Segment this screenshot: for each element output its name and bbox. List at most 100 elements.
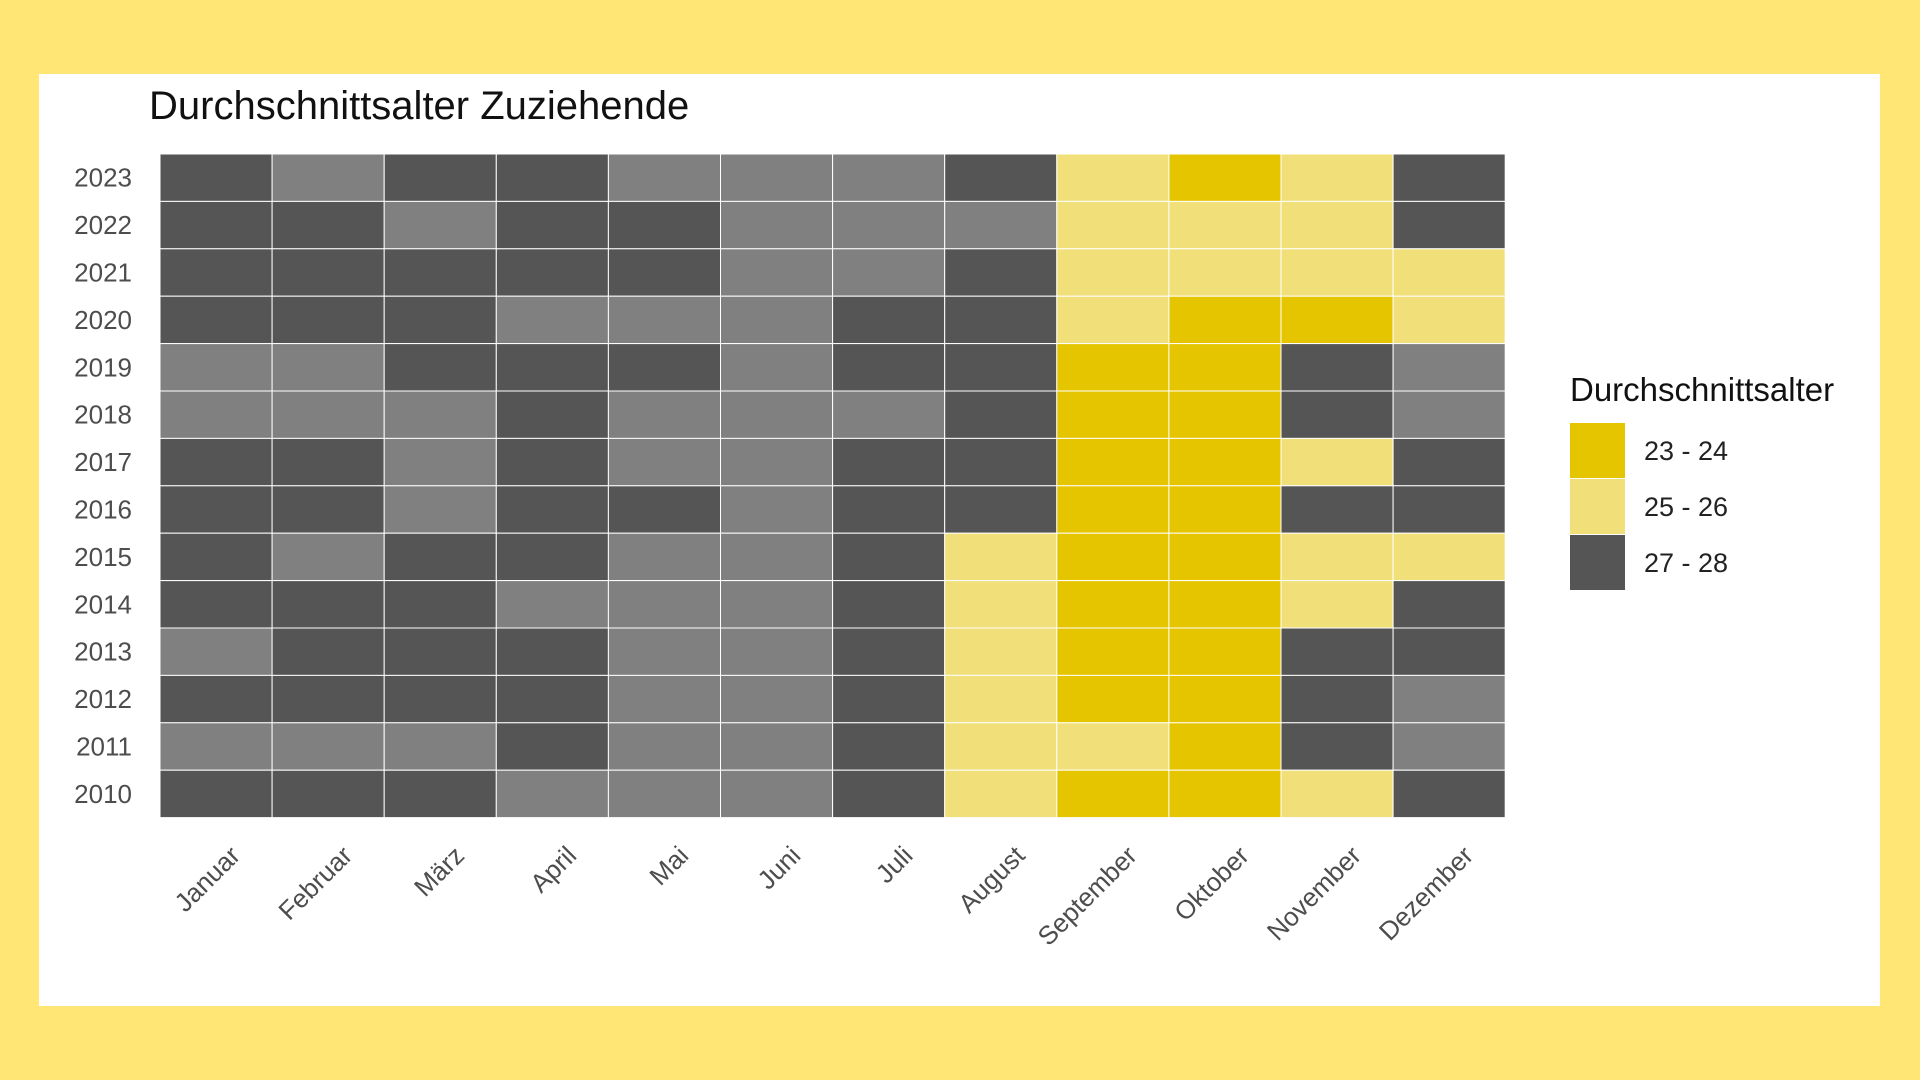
heatmap-cell [1168, 532, 1282, 582]
heatmap-cell [1168, 674, 1282, 724]
heatmap-cell [1056, 437, 1170, 487]
heatmap-cell [944, 153, 1058, 202]
y-tick-label: 2020 [74, 305, 132, 335]
x-tick-label: Februar [272, 840, 358, 926]
heatmap-cell [1168, 295, 1282, 345]
heatmap-cell [720, 532, 834, 582]
heatmap-cell [159, 532, 273, 582]
heatmap-cell [832, 343, 946, 392]
chart-panel: Durchschnittsalter Zuziehende 2023 2022 20… [39, 74, 1880, 1006]
y-tick-label: 2021 [74, 258, 132, 288]
heatmap-cell [383, 343, 497, 392]
heatmap-cell [495, 674, 609, 724]
legend-item: 23 - 24 [1570, 423, 1834, 479]
y-tick-label: 2019 [74, 352, 132, 382]
heatmap-cell [832, 722, 946, 771]
y-tick-label: 2011 [76, 732, 132, 762]
heatmap-cell [271, 769, 385, 819]
heatmap-cell [832, 153, 946, 202]
heatmap-cell [159, 390, 273, 439]
legend-label: 23 - 24 [1644, 435, 1729, 466]
heatmap-cell [1056, 485, 1170, 534]
heatmap-cell [1280, 295, 1394, 345]
heatmap-cell [832, 532, 946, 582]
heatmap-cell [1168, 485, 1282, 534]
heatmap-cell [1168, 343, 1282, 392]
x-tick-label: August [952, 840, 1031, 919]
heatmap-cell [495, 769, 609, 819]
heatmap-cell [1280, 200, 1394, 250]
heatmap-cell [720, 390, 834, 439]
heatmap-cell [271, 580, 385, 629]
heatmap-cell [383, 674, 497, 724]
heatmap-cell [1056, 200, 1170, 250]
heatmap-cell [1168, 200, 1282, 250]
heatmap-cell [944, 769, 1058, 819]
heatmap-cell [607, 390, 722, 439]
heatmap-cell [1056, 153, 1170, 202]
legend: Durchschnittsalter 23 - 24 25 - 26 27 - … [1570, 371, 1834, 591]
heatmap-cell [495, 295, 609, 345]
heatmap-cell [271, 437, 385, 487]
heatmap-cell [832, 200, 946, 250]
legend-swatch [1570, 535, 1625, 591]
heatmap-cell [495, 248, 609, 297]
heatmap-cell [832, 390, 946, 439]
heatmap-cell [1392, 580, 1506, 629]
heatmap-cell [1168, 722, 1282, 771]
heatmap-cell [1392, 248, 1506, 297]
y-tick-label: 2010 [74, 779, 132, 809]
heatmap-cell [1392, 390, 1506, 439]
heatmap-cell [720, 295, 834, 345]
heatmap-cell [159, 248, 273, 297]
heatmap-cell [607, 627, 722, 676]
heatmap-cell [159, 674, 273, 724]
heatmap-cell [607, 295, 722, 345]
heatmap-cell [1056, 627, 1170, 676]
heatmap-cell [944, 248, 1058, 297]
heatmap-cell [1280, 437, 1394, 487]
heatmap-cell [1280, 722, 1394, 771]
heatmap-cell [1280, 343, 1394, 392]
heatmap-cell [1056, 674, 1170, 724]
heatmap-cell [271, 153, 385, 202]
chart-title: Durchschnittsalter Zuziehende [149, 84, 690, 128]
heatmap-cell [1280, 627, 1394, 676]
heatmap-cell [495, 722, 609, 771]
heatmap-cell [271, 343, 385, 392]
heatmap-cell [1392, 674, 1506, 724]
heatmap-cell [271, 390, 385, 439]
heatmap-cell [607, 769, 722, 819]
heatmap-cell [720, 580, 834, 629]
heatmap-cell [944, 627, 1058, 676]
x-tick-label: Juni [751, 840, 806, 895]
heatmap-cell [383, 627, 497, 676]
heatmap-cell [720, 722, 834, 771]
heatmap-cell [1392, 343, 1506, 392]
heatmap-cell [607, 674, 722, 724]
heatmap-cell [495, 627, 609, 676]
heatmap-cell [271, 674, 385, 724]
heatmap-cell [159, 343, 273, 392]
heatmap-cell [1168, 627, 1282, 676]
heatmap-cell [1056, 580, 1170, 629]
heatmap-cell [1392, 627, 1506, 676]
heatmap-cell [1168, 153, 1282, 202]
heatmap-cell [1168, 437, 1282, 487]
x-tick-label: Juli [870, 840, 919, 889]
heatmap-cell [1168, 390, 1282, 439]
y-tick-label: 2013 [74, 637, 132, 667]
heatmap-cell [720, 200, 834, 250]
heatmap-cell [720, 769, 834, 819]
heatmap-cell [383, 580, 497, 629]
heatmap-cell [832, 674, 946, 724]
heatmap-cell [607, 580, 722, 629]
heatmap-cell [159, 295, 273, 345]
x-tick-label: Dezember [1373, 840, 1479, 946]
y-tick-label: 2016 [74, 495, 132, 525]
legend-title: Durchschnittsalter [1570, 371, 1835, 408]
heatmap-cell [495, 437, 609, 487]
legend-label: 27 - 28 [1644, 547, 1729, 578]
heatmap-cell [944, 200, 1058, 250]
heatmap-cell [271, 722, 385, 771]
